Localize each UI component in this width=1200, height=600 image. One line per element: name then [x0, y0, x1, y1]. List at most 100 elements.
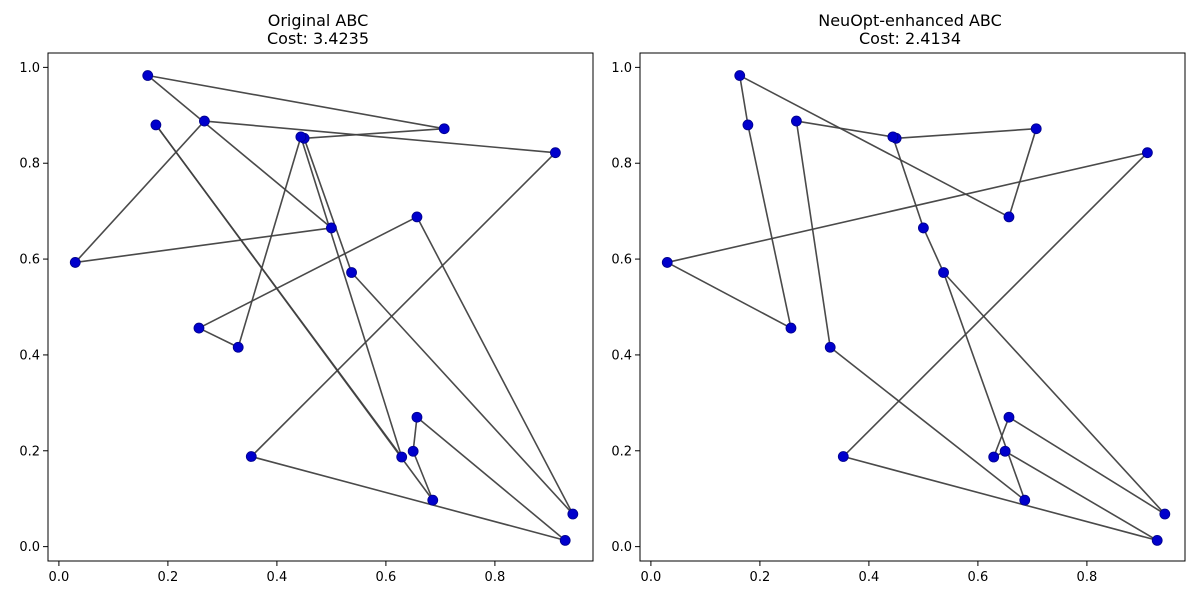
x-tick-label: 0.8 — [1077, 570, 1098, 585]
city-point — [938, 267, 949, 278]
city-point — [1030, 123, 1042, 135]
route-segment — [1008, 416, 1166, 515]
city-point — [69, 257, 81, 268]
route-segment — [1008, 128, 1037, 218]
chart-subtitle-cost: Cost: 2.4134 — [858, 29, 962, 48]
route-segment — [412, 417, 418, 452]
city-point — [346, 267, 357, 278]
city-point — [1003, 411, 1015, 423]
route-segment — [74, 120, 206, 263]
y-tick-label: 0.4 — [611, 348, 632, 363]
x-tick-label: 0.0 — [641, 570, 662, 585]
route-segment — [237, 136, 302, 348]
route-segment — [416, 216, 574, 515]
route-segment — [992, 416, 1010, 458]
x-tick-label: 0.4 — [267, 570, 288, 585]
route-segment — [795, 120, 831, 348]
route-segment — [250, 152, 556, 458]
chart-title-left: Original ABC Cost: 3.4235 — [38, 12, 598, 48]
x-tick-label: 0.0 — [49, 570, 70, 585]
route-segment — [922, 227, 945, 273]
city-point — [1159, 508, 1171, 520]
x-tick-label: 0.2 — [158, 570, 179, 585]
city-point — [661, 257, 673, 268]
chart-title-text: NeuOpt-enhanced ABC — [818, 11, 1002, 30]
route-segment — [147, 74, 445, 130]
city-point — [734, 70, 746, 81]
route-segment — [829, 346, 1026, 501]
city-point — [1151, 534, 1163, 546]
city-point — [918, 222, 929, 234]
city-point — [887, 131, 899, 143]
y-tick-label: 1.0 — [19, 61, 40, 76]
route-segment — [1004, 450, 1158, 542]
y-tick-label: 0.6 — [19, 253, 40, 268]
y-tick-label: 0.6 — [611, 253, 632, 268]
city-point — [1141, 147, 1153, 159]
route-segment — [412, 450, 434, 501]
city-point — [438, 123, 450, 135]
city-point — [232, 341, 244, 353]
route-segment — [842, 152, 1148, 458]
y-tick-label: 0.4 — [19, 348, 40, 363]
route-segment — [796, 120, 894, 138]
y-tick-label: 1.0 — [611, 61, 632, 76]
city-point — [193, 322, 205, 334]
x-tick-label: 0.6 — [968, 570, 989, 585]
city-point — [1019, 494, 1031, 506]
x-tick-label: 0.8 — [485, 570, 506, 585]
route-segment — [251, 455, 566, 542]
chart-title-right: NeuOpt-enhanced ABC Cost: 2.4134 — [630, 12, 1190, 48]
city-point — [396, 451, 408, 463]
city-point — [325, 222, 337, 234]
chart-title-text: Original ABC — [267, 11, 369, 30]
city-point — [411, 211, 423, 223]
city-point — [407, 445, 419, 457]
y-tick-label: 0.0 — [611, 540, 632, 555]
route-segment — [896, 127, 1037, 140]
city-point — [427, 494, 439, 506]
city-point — [567, 508, 579, 520]
y-tick-label: 0.2 — [19, 444, 40, 459]
plot-panel-0: 0.0 0.2 0.4 0.6 0.8 0.0 0.2 0.4 0.6 0.8 1.0 — [19, 52, 594, 585]
axes-frame — [47, 52, 594, 562]
chart-subtitle-cost: Cost: 3.4235 — [266, 29, 370, 48]
route-segment — [843, 455, 1158, 542]
city-point — [1003, 211, 1015, 223]
axes-frame — [639, 52, 1186, 562]
city-point — [559, 534, 571, 546]
route-segment — [147, 74, 332, 229]
y-tick-label: 0.0 — [19, 540, 40, 555]
city-point — [245, 451, 257, 462]
route-segment — [300, 136, 403, 458]
route-segment — [667, 151, 1148, 264]
city-point — [411, 411, 423, 423]
route-segment — [303, 138, 353, 273]
city-point — [199, 115, 210, 127]
city-point — [824, 341, 836, 353]
route-segment — [942, 272, 1026, 501]
city-point — [549, 147, 561, 159]
route-segment — [350, 271, 574, 515]
city-point — [142, 70, 154, 81]
city-point — [785, 322, 797, 334]
x-tick-label: 0.6 — [376, 570, 397, 585]
plot-panel-1: 0.0 0.2 0.4 0.6 0.8 0.0 0.2 0.4 0.6 0.8 1.0 — [611, 52, 1186, 585]
route-segment — [204, 120, 556, 154]
city-point — [742, 119, 754, 131]
route-segment — [75, 227, 332, 264]
y-tick-label: 0.8 — [611, 157, 632, 172]
route-segment — [942, 271, 1166, 515]
city-point — [150, 119, 162, 131]
route-segment — [892, 136, 925, 229]
y-tick-label: 0.8 — [19, 157, 40, 172]
route-segment — [155, 124, 434, 501]
route-segment — [416, 416, 566, 542]
city-point — [295, 131, 307, 143]
route-segment — [198, 327, 239, 348]
x-tick-label: 0.4 — [859, 570, 880, 585]
route-segment — [198, 216, 418, 329]
route-segment — [739, 74, 1010, 218]
